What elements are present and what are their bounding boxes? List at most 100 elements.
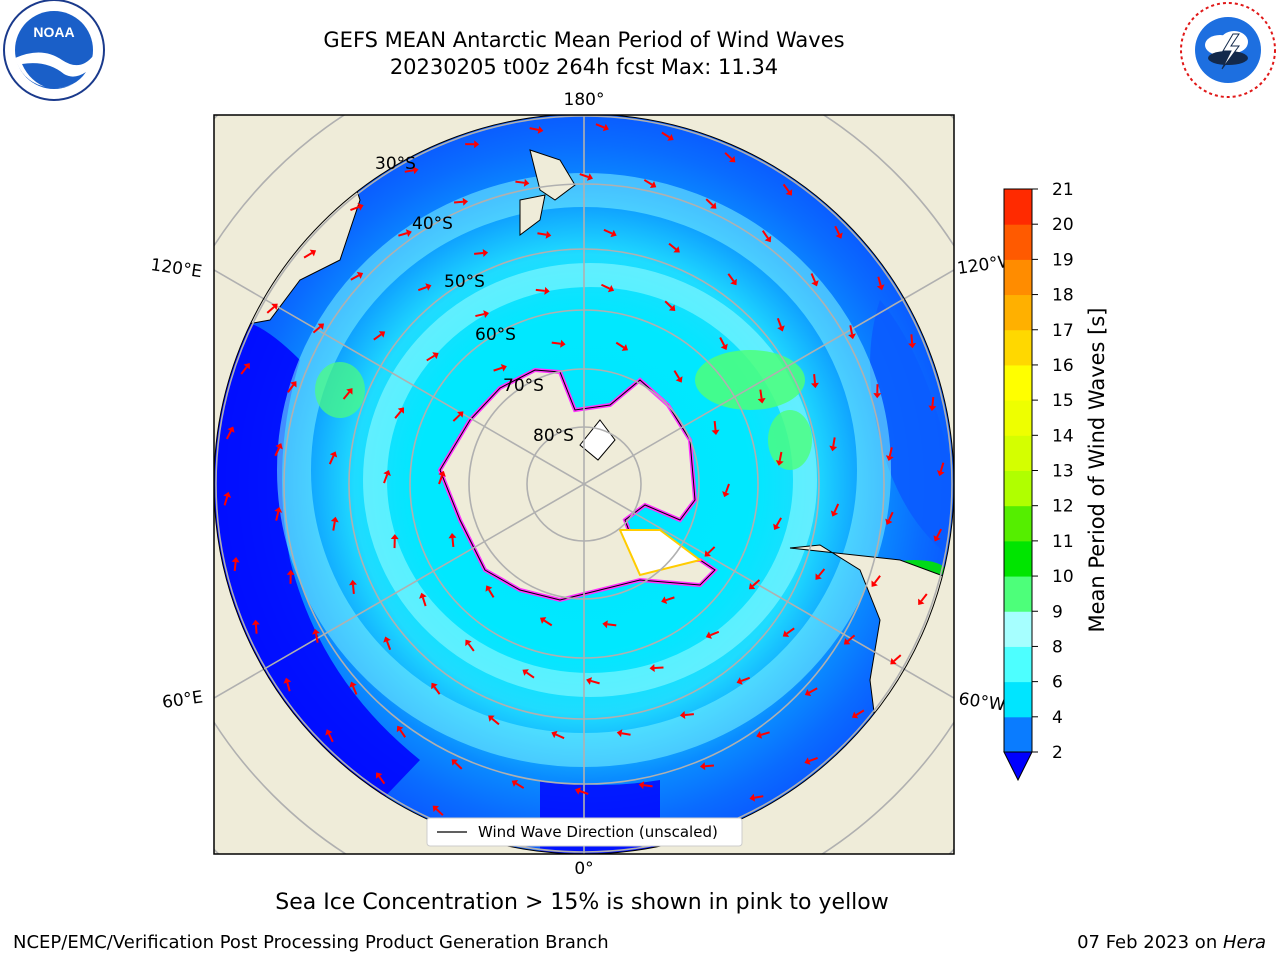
wave-direction-arrowhead <box>711 429 720 436</box>
lon-label-0: 0° <box>574 859 593 879</box>
wave-direction-arrow <box>727 273 735 282</box>
wave-direction-arrowhead <box>871 580 878 587</box>
colorbar-tick-label: 14 <box>1052 426 1074 446</box>
colorbar-swatch <box>1004 646 1032 683</box>
colorbar-swatch <box>1004 259 1032 296</box>
wave-direction-arrowhead <box>357 203 364 211</box>
wave-direction-arrow <box>254 624 258 634</box>
wave-direction-arrow <box>684 713 694 716</box>
wave-direction-arrow <box>394 410 402 419</box>
wave-direction-arrow <box>515 180 525 184</box>
wave-direction-arrowhead <box>375 772 383 779</box>
wave-direction-arrow <box>543 619 553 627</box>
wave-direction-arrow <box>808 757 818 763</box>
colorbar-swatch <box>1004 470 1032 507</box>
wave-direction-arrow <box>435 808 444 816</box>
colorbar-tick-label: 8 <box>1052 637 1063 657</box>
wave-direction-arrowhead <box>251 619 260 626</box>
wave-direction-arrowhead <box>730 278 737 286</box>
wave-direction-arrowhead <box>933 535 941 542</box>
map-legend: Wind Wave Direction (unscaled) <box>426 817 743 847</box>
wave-direction-arrowhead <box>500 363 507 372</box>
wave-direction-arrow <box>710 630 720 637</box>
wave-direction-arrow <box>529 127 539 131</box>
wave-direction-arrow <box>719 337 726 346</box>
wave-direction-arrowhead <box>523 178 530 187</box>
wave-direction-arrow <box>453 200 464 204</box>
chart-title: GEFS MEAN Antarctic Mean Period of Wind … <box>323 28 845 52</box>
chart-subtitle: 20230205 t00z 264h fcst Max: 11.34 <box>389 55 779 79</box>
wave-direction-arrowhead <box>705 631 712 639</box>
wave-direction-arrowhead <box>830 510 839 517</box>
colorbar-swatch <box>1004 505 1032 542</box>
wave-direction-arrowhead <box>346 388 353 395</box>
footer-date: 07 Feb 2023 on Hera <box>1077 932 1266 953</box>
wave-direction-arrowhead <box>551 730 558 739</box>
wave-direction-arrow <box>493 366 503 372</box>
wave-direction-arrowhead <box>764 235 772 243</box>
wave-direction-arrowhead <box>804 757 811 765</box>
wave-direction-arrowhead <box>749 793 756 802</box>
wave-direction-arrow <box>704 764 715 768</box>
wave-direction-arrowhead <box>317 323 325 330</box>
colorbar-swatch <box>1004 224 1032 260</box>
colorbar-tick-label: 12 <box>1052 497 1074 517</box>
wave-direction-arrowhead <box>560 339 566 348</box>
wave-direction-arrow <box>707 546 716 554</box>
wave-direction-arrowhead <box>757 397 766 404</box>
wave-direction-arrow <box>287 384 295 393</box>
wave-direction-arrow <box>664 300 673 309</box>
wave-direction-arrow <box>643 179 653 186</box>
wave-direction-arrowhead <box>675 376 683 383</box>
colorbar-swatch <box>1004 681 1032 718</box>
wave-direction-arrowhead <box>673 246 680 253</box>
wave-direction-arrowhead <box>349 681 357 688</box>
wave-direction-arrow <box>705 198 714 207</box>
wave-direction-arrow <box>398 232 408 237</box>
wave-direction-arrow <box>328 455 335 465</box>
wave-direction-arrowhead <box>835 232 843 239</box>
wave-direction-arrow <box>590 680 600 685</box>
wave-direction-arrowhead <box>586 677 592 685</box>
wave-direction-arrow <box>847 634 856 642</box>
wave-direction-arrowhead <box>488 715 495 722</box>
wave-direction-arrowhead <box>378 331 386 338</box>
wave-direction-arrowhead <box>290 381 297 388</box>
wave-direction-arrow <box>754 795 764 799</box>
wave-direction-arrow <box>621 732 631 736</box>
wave-direction-arrowhead <box>908 342 917 349</box>
lat-label-30s: 30°S <box>375 154 416 174</box>
wave-direction-arrowhead <box>748 582 756 590</box>
wave-direction-arrowhead <box>356 271 364 279</box>
wave-direction-arrowhead <box>462 197 469 206</box>
wave-direction-arrow <box>579 790 589 795</box>
wave-direction-arrow <box>643 784 653 788</box>
colorbar-swatch <box>1004 189 1032 225</box>
wave-direction-arrow <box>467 643 475 652</box>
wave-direction-arrowhead <box>432 352 439 360</box>
wave-direction-arrowhead <box>438 470 446 477</box>
wave-direction-arrow <box>887 511 894 521</box>
wave-direction-arrowhead <box>539 617 547 624</box>
wave-direction-arrowhead <box>329 451 338 458</box>
colorbar-extend-arrow <box>1003 751 1033 782</box>
wave-direction-arrow <box>724 483 730 493</box>
lat-label-50s: 50°S <box>444 272 485 292</box>
wave-direction-arrowhead <box>649 181 657 189</box>
colorbar-tick-label: 9 <box>1052 602 1063 622</box>
wave-direction-arrow <box>433 686 441 695</box>
wave-direction-arrow <box>537 232 547 236</box>
wave-direction-arrowhead <box>274 506 283 513</box>
colorbar-swatch <box>1004 611 1032 647</box>
wave-direction-arrow <box>808 687 818 694</box>
wave-direction-arrow <box>760 731 770 736</box>
colorbar-tick-label: 19 <box>1052 250 1074 270</box>
wave-direction-arrowhead <box>936 470 945 477</box>
colorbar-tick-label: 6 <box>1052 673 1063 693</box>
noaa-logo: NOAA <box>3 0 105 101</box>
wave-direction-arrow <box>813 374 816 384</box>
lon-label-180: 180° <box>564 90 605 110</box>
wave-direction-arrow <box>274 447 281 457</box>
colorbar-tick-label: 16 <box>1052 356 1074 376</box>
